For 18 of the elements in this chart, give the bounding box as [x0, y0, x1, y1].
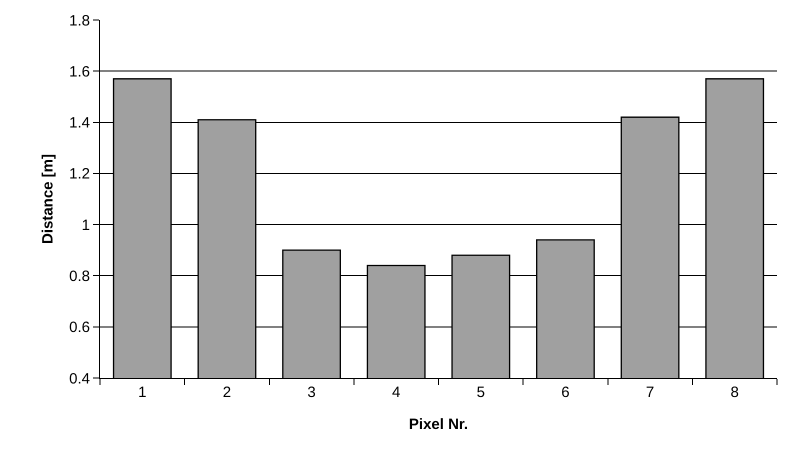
y-tick-label: 0.4: [69, 370, 90, 388]
x-tick-label: 7: [646, 384, 654, 401]
x-tick-label: 8: [730, 384, 739, 401]
y-tick-label: 1.2: [69, 166, 90, 183]
y-axis-title: Distance [m]: [39, 154, 56, 244]
y-tick-label: 1.4: [69, 114, 90, 132]
y-tick-label: 0.6: [69, 319, 90, 336]
x-tick-label: 6: [561, 384, 570, 401]
x-tick-label: 3: [307, 384, 316, 401]
y-tick-label: 0.8: [69, 268, 90, 285]
x-tick-label: 2: [222, 384, 232, 401]
y-tick-label: 1: [82, 216, 90, 234]
x-axis-title: Pixel Nr.: [408, 416, 468, 433]
x-tick-label: 4: [392, 384, 400, 401]
x-tick-label: 1: [138, 384, 146, 401]
y-tick-label: 1.8: [69, 12, 90, 30]
x-tick-label: 5: [476, 384, 485, 401]
y-tick-label: 1.6: [69, 63, 90, 80]
